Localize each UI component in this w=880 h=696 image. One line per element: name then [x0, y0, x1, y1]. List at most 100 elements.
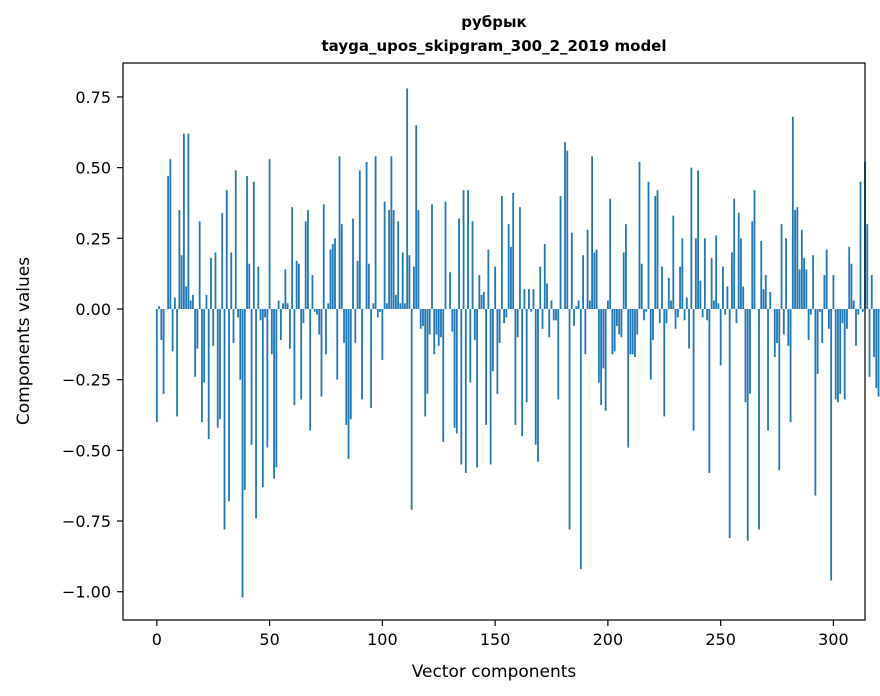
- bar: [611, 308, 614, 355]
- bar: [870, 275, 873, 309]
- bar: [731, 252, 733, 309]
- bar: [340, 224, 343, 309]
- bar: [722, 266, 724, 309]
- bar: [408, 255, 411, 309]
- bar: [814, 308, 817, 496]
- bar: [352, 218, 354, 309]
- bar: [212, 308, 215, 346]
- y-tick-label: −0.25: [62, 371, 111, 390]
- bar: [185, 286, 188, 309]
- bar: [230, 252, 233, 309]
- bar: [855, 308, 857, 346]
- bar: [485, 308, 487, 425]
- bar-series: [155, 88, 880, 598]
- bar: [205, 294, 208, 309]
- bar: [347, 308, 350, 459]
- bar: [309, 308, 312, 431]
- bar: [431, 204, 433, 309]
- bar: [304, 221, 307, 309]
- bar: [478, 275, 481, 309]
- bar: [167, 176, 169, 309]
- bar: [782, 308, 785, 335]
- bar: [586, 229, 589, 309]
- bar: [530, 308, 533, 312]
- bar: [638, 161, 641, 309]
- y-tick-label: 0.25: [75, 229, 111, 248]
- bar: [325, 308, 327, 355]
- bar: [667, 277, 670, 309]
- bar: [503, 308, 506, 324]
- bar: [392, 210, 395, 309]
- y-axis-ticks: −1.00 −0.75 −0.50 −0.25 0.00 0.25 0.50 0.75: [62, 88, 123, 602]
- bar: [189, 300, 192, 309]
- bar: [243, 308, 246, 490]
- bar: [636, 308, 639, 335]
- bar: [656, 190, 659, 309]
- bar: [584, 308, 587, 355]
- bar: [877, 308, 880, 397]
- bar: [546, 283, 548, 309]
- bar: [455, 308, 458, 434]
- bar: [631, 308, 634, 355]
- bar: [329, 249, 332, 309]
- bar: [803, 258, 805, 309]
- bar: [268, 159, 271, 309]
- bar: [679, 266, 681, 309]
- bar: [627, 308, 630, 448]
- bar: [746, 308, 749, 541]
- bar: [410, 308, 413, 510]
- bar: [769, 292, 772, 309]
- bar: [606, 300, 609, 309]
- bar: [710, 258, 713, 309]
- bar: [291, 207, 294, 309]
- bar: [688, 308, 690, 349]
- bar: [505, 308, 508, 318]
- bar: [394, 294, 397, 309]
- bar: [219, 308, 221, 420]
- bar: [593, 252, 596, 309]
- bar: [293, 308, 296, 406]
- bar: [618, 308, 621, 335]
- bar: [451, 308, 454, 332]
- bar: [356, 260, 359, 309]
- bar: [821, 308, 824, 343]
- bar: [241, 308, 244, 598]
- bar: [823, 275, 826, 309]
- bar: [573, 308, 575, 326]
- bar: [751, 221, 754, 309]
- bar: [764, 275, 767, 309]
- bar: [654, 195, 657, 309]
- bar: [697, 170, 699, 309]
- bar: [214, 252, 217, 309]
- bar: [338, 156, 341, 309]
- bar: [692, 308, 695, 431]
- bar: [252, 181, 255, 309]
- bar: [740, 238, 742, 309]
- bar: [859, 181, 862, 309]
- y-tick-label: 0.75: [75, 88, 111, 107]
- bar: [521, 308, 524, 437]
- bar: [257, 266, 260, 309]
- bar: [816, 308, 819, 375]
- bar: [426, 308, 429, 394]
- y-tick-label: 0.50: [75, 159, 111, 178]
- bar: [415, 125, 418, 309]
- bar: [683, 308, 686, 321]
- bar: [331, 243, 334, 309]
- bar: [625, 224, 627, 309]
- bar: [203, 308, 206, 383]
- bar: [379, 308, 381, 312]
- bar: [453, 308, 456, 428]
- bar: [516, 308, 519, 338]
- bar: [588, 300, 591, 309]
- bar: [737, 212, 740, 309]
- bar: [480, 294, 483, 309]
- bar: [228, 308, 230, 502]
- bar: [785, 238, 787, 309]
- bar: [311, 275, 314, 309]
- bar: [210, 258, 212, 309]
- bar: [367, 263, 370, 309]
- bar: [255, 308, 257, 519]
- bar: [715, 235, 718, 309]
- x-tick-label: 0: [152, 630, 162, 649]
